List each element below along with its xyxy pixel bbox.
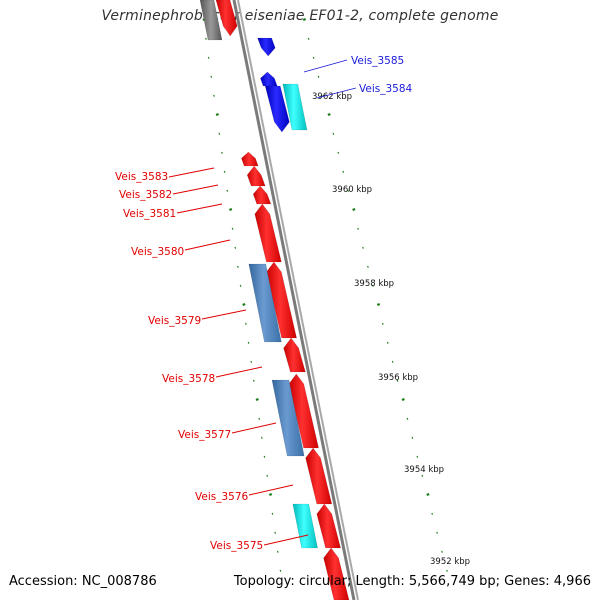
label-leader-line — [201, 309, 247, 320]
gene-feature-veis-3578[interactable] — [283, 337, 306, 373]
label-leader-line — [303, 59, 348, 73]
scale-label: 3952 kbp — [430, 557, 470, 567]
tick-layer — [202, 17, 448, 572]
scale-label: 3956 kbp — [378, 373, 418, 383]
gene-feature-veis-3575[interactable] — [316, 503, 341, 549]
topology-text: Topology: circular; Length: 5,566,749 bp… — [233, 574, 591, 589]
label-leader-line — [176, 203, 223, 214]
label-leader-line — [231, 422, 277, 434]
gene-label[interactable]: Veis_3575 — [210, 540, 263, 552]
map-title: Verminephrobacter eiseniae EF01-2, compl… — [101, 8, 499, 24]
tick-mark — [228, 207, 233, 212]
gene-label[interactable]: Veis_3585 — [351, 55, 404, 67]
gene-label[interactable]: Veis_3583 — [115, 171, 168, 183]
label-leader-line — [168, 167, 215, 178]
gene-feature-veis-3582[interactable] — [246, 165, 266, 187]
gene-feature-veis-3583[interactable] — [241, 151, 259, 167]
gene-feature[interactable] — [323, 547, 350, 600]
gene-feature-veis-3584[interactable] — [282, 83, 308, 131]
tick-mark — [242, 302, 246, 307]
gene-feature[interactable] — [271, 379, 305, 457]
gene-label[interactable]: Veis_3576 — [195, 491, 249, 503]
gene-feature-veis-3577[interactable] — [288, 373, 319, 449]
gene-feature-veis-3579[interactable] — [266, 261, 297, 339]
gene-feature-veis-3585[interactable] — [257, 37, 276, 57]
scale-label-layer: 3962 kbp 3960 kbp 3958 kbp 3956 kbp 3954 kbp… — [312, 92, 470, 567]
scale-label: 3960 kbp — [332, 185, 372, 195]
backbone-strand — [232, 0, 356, 600]
gene-feature[interactable] — [260, 71, 278, 87]
gene-label[interactable]: Veis_3584 — [359, 83, 413, 95]
gene-label[interactable]: Veis_3577 — [178, 429, 231, 441]
scale-label: 3954 kbp — [404, 465, 444, 475]
label-leader-line — [215, 366, 263, 378]
gene-feature[interactable] — [264, 85, 290, 133]
tick-mark — [376, 302, 381, 307]
gene-label[interactable]: Veis_3578 — [162, 373, 215, 385]
gene-feature[interactable] — [292, 503, 318, 549]
tick-mark — [426, 492, 430, 497]
tick-mark — [352, 207, 356, 212]
tick-mark — [401, 397, 405, 402]
tick-mark — [255, 397, 259, 402]
label-leader-line — [248, 484, 294, 496]
gene-label[interactable]: Veis_3582 — [119, 189, 172, 201]
gene-feature[interactable] — [248, 263, 282, 343]
scale-label: 3962 kbp — [312, 92, 352, 102]
tick-mark — [215, 112, 219, 117]
tick-mark — [327, 112, 331, 117]
feature-layer — [199, 0, 350, 600]
gene-label[interactable]: Veis_3580 — [131, 246, 184, 258]
label-leader-line — [172, 184, 219, 195]
accession-text: Accession: NC_008786 — [9, 574, 157, 589]
scale-label: 3958 kbp — [354, 279, 394, 289]
label-leader-line — [263, 534, 309, 546]
gene-label-layer: Veis_3585 Veis_3584 Veis_3583 Veis_3582 Veis… — [115, 55, 413, 552]
backbone-strand — [237, 0, 359, 600]
gene-feature-veis-3581[interactable] — [252, 185, 272, 205]
label-leader-line — [316, 87, 357, 99]
gene-label[interactable]: Veis_3581 — [123, 208, 176, 220]
gene-feature[interactable] — [199, 0, 223, 41]
gene-feature[interactable] — [215, 0, 238, 37]
tick-mark — [268, 492, 273, 497]
tick-mark — [302, 17, 307, 22]
label-leader-line — [184, 239, 231, 251]
gene-label[interactable]: Veis_3579 — [148, 315, 201, 327]
